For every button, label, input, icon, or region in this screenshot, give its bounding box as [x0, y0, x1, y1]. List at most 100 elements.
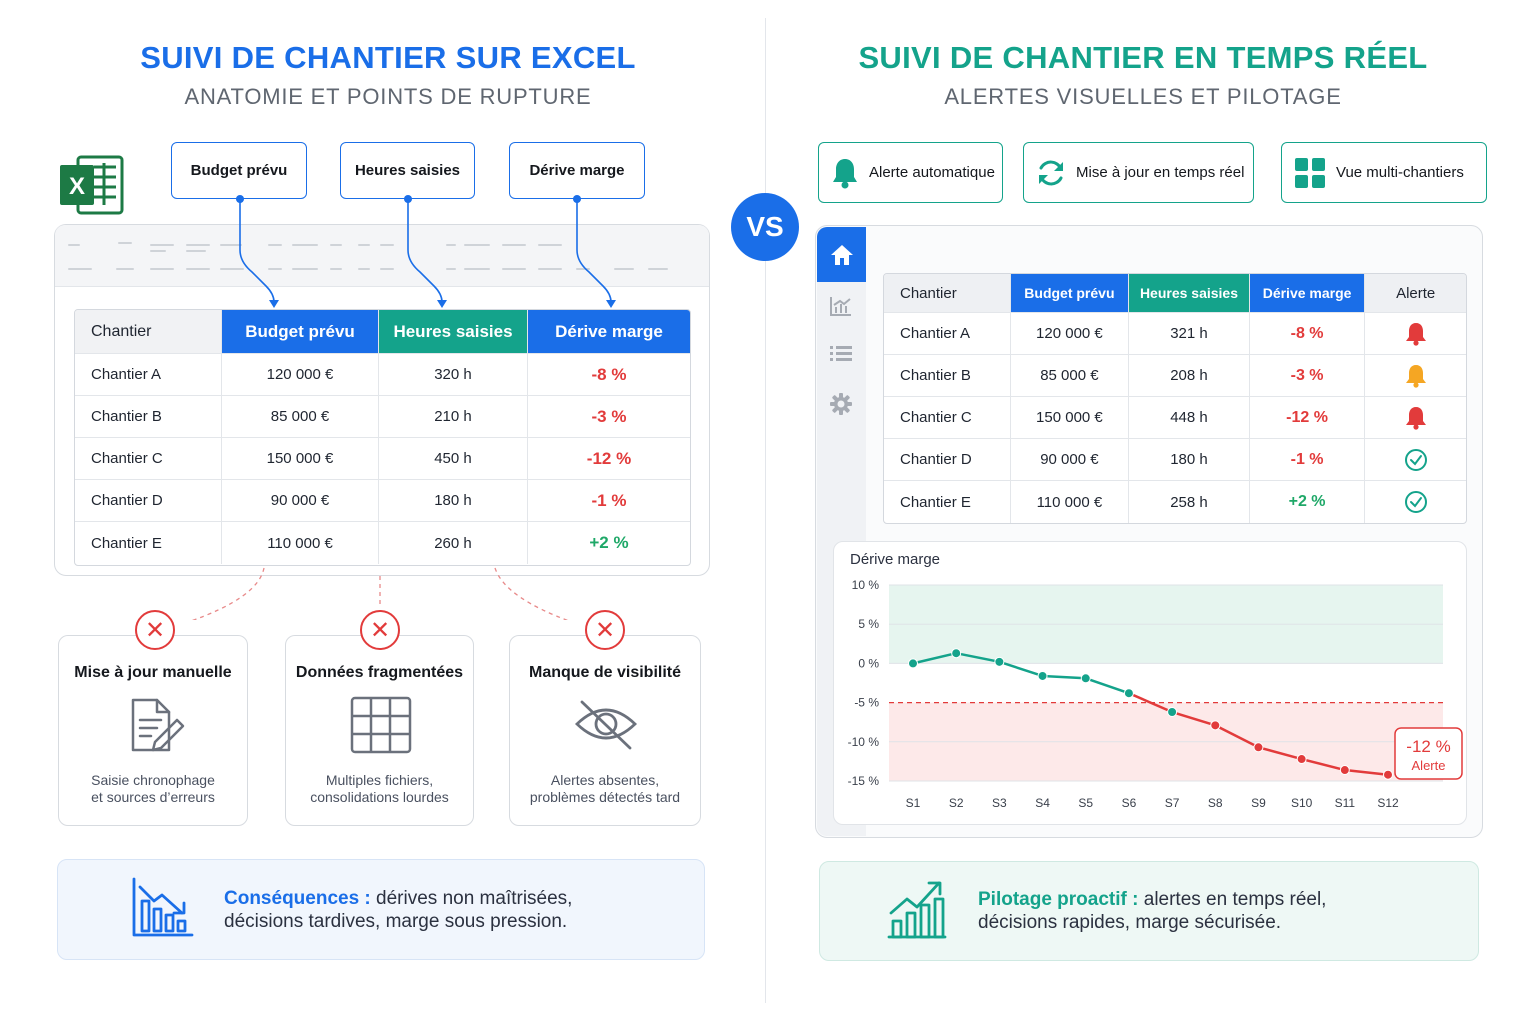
conclusion-label: Pilotage proactif :: [978, 889, 1139, 910]
feature-multisite-button[interactable]: Vue multi-chantiers: [1281, 142, 1487, 203]
problem-desc-line2: problèmes détectés tard: [529, 789, 681, 805]
x-tick-label: S6: [1122, 796, 1137, 810]
table-row: Chantier A 120 000 €320 h -8 %: [75, 354, 690, 396]
home-icon: [830, 244, 853, 265]
header-chantier: Chantier: [75, 310, 222, 353]
problem-desc-line1: Saisie chronophage: [91, 772, 215, 788]
y-tick-label: -15 %: [848, 774, 880, 788]
series-line-segment: [1171, 710, 1216, 727]
table-row: Chantier E 110 000 €260 h +2 %: [75, 522, 690, 564]
dashboard-grid-icon: [1295, 157, 1325, 188]
chart-title: Dérive marge: [850, 551, 941, 568]
cell-heures: 180 h: [379, 480, 528, 521]
y-tick-label: 5 %: [858, 617, 879, 631]
left-conclusion-box: Conséquences : dérives non maîtrisées, d…: [57, 859, 705, 960]
cell-heures: 320 h: [379, 354, 528, 395]
eye-off-icon: [574, 698, 638, 757]
cell-heures: 258 h: [1129, 481, 1250, 523]
cell-chantier: Chantier A: [884, 313, 1011, 354]
cell-derive: -8 %: [591, 364, 627, 384]
series-line-segment: [912, 651, 957, 665]
table-header-row: Chantier Budget prévu Heures saisies Dér…: [75, 310, 690, 354]
header-chantier: Chantier: [884, 274, 1011, 312]
table-row: Chantier D 90 000 €180 h -1 %: [884, 439, 1466, 481]
problem-title: Manque de visibilité: [528, 664, 682, 681]
sidebar-chart-button[interactable]: [829, 295, 853, 322]
cell-chantier: Chantier B: [75, 396, 222, 437]
series-line-segment: [1301, 757, 1346, 772]
left-title: SUIVI DE CHANTIER SUR EXCEL: [140, 40, 636, 75]
y-tick-label: 10 %: [852, 578, 880, 592]
problem-desc-line2: consolidations lourdes: [310, 789, 449, 805]
feature-alert-button[interactable]: Alerte automatique: [818, 142, 1003, 203]
header-alerte: Alerte: [1365, 274, 1466, 312]
excel-table: Chantier Budget prévu Heures saisies Dér…: [74, 309, 691, 566]
x-tick-label: S2: [949, 796, 964, 810]
table-header-row: Chantier Budget prévu Heures saisies Dér…: [884, 274, 1466, 313]
cell-budget: 110 000 €: [1011, 481, 1130, 523]
series-line-segment: [1344, 768, 1389, 776]
right-subtitle: ALERTES VISUELLES ET PILOTAGE: [944, 84, 1342, 109]
cell-heures: 448 h: [1129, 397, 1250, 438]
header-budget: Budget prévu: [222, 310, 379, 353]
excel-ribbon: [55, 225, 709, 287]
cell-heures: 260 h: [379, 522, 528, 564]
header-derive: Dérive marge: [528, 310, 690, 353]
sidebar-list-button[interactable]: [830, 345, 852, 368]
cell-derive: +2 %: [589, 533, 629, 552]
sidebar-home-button[interactable]: [817, 227, 866, 282]
alert-annotation-box: [1394, 727, 1463, 780]
alert-annotation-value: -12 %: [1406, 737, 1450, 756]
alert-bell-icon: [1365, 355, 1466, 396]
data-point: [1167, 707, 1178, 718]
conclusion-label: Conséquences :: [224, 887, 371, 909]
error-x-icon: ✕: [585, 610, 625, 650]
sidebar-settings-button[interactable]: [830, 393, 852, 420]
problem-card-fragmented: Données fragmentées Multiples fichiers, c…: [285, 635, 474, 826]
cell-budget: 150 000 €: [222, 438, 379, 479]
cell-chantier: Chantier A: [75, 354, 222, 395]
refresh-icon: [1039, 160, 1063, 185]
series-line-segment: [1128, 692, 1173, 714]
header-heures: Heures saisies: [379, 310, 528, 353]
error-x-icon: ✕: [135, 610, 175, 650]
data-point: [951, 648, 962, 659]
feature-realtime-button[interactable]: Mise à jour en temps réel: [1023, 142, 1254, 203]
problem-desc-line1: Multiples fichiers,: [325, 772, 434, 788]
cell-heures: 180 h: [1129, 439, 1250, 480]
table-row: Chantier C 150 000 €450 h -12 %: [75, 438, 690, 480]
cell-derive: -8 %: [1250, 313, 1366, 354]
problem-title: Données fragmentées: [295, 664, 464, 681]
left-conclusion-text: Conséquences : dérives non maîtrisées, d…: [224, 887, 572, 933]
excel-icon: X: [58, 153, 124, 222]
cell-budget: 85 000 €: [222, 396, 379, 437]
series-line-segment: [1085, 677, 1130, 695]
conclusion-text-line1: dérives non maîtrisées,: [370, 887, 573, 909]
header-derive: Dérive marge: [1249, 274, 1366, 312]
cell-derive: -1 %: [1250, 439, 1366, 480]
alert-annotation-label: Alerte: [1412, 758, 1446, 773]
declining-chart-icon: [130, 875, 194, 944]
data-point: [908, 658, 918, 669]
growth-chart-icon: [887, 877, 947, 946]
cell-chantier: Chantier D: [884, 439, 1011, 480]
cell-chantier: Chantier C: [75, 438, 222, 479]
y-tick-label: -5 %: [854, 696, 879, 710]
series-line-segment: [1214, 724, 1260, 749]
table-row: Chantier B 85 000 €208 h -3 %: [884, 355, 1466, 397]
error-x-icon: ✕: [360, 610, 400, 650]
cell-budget: 90 000 €: [1011, 439, 1130, 480]
data-point: [1037, 670, 1048, 681]
x-tick-label: S4: [1035, 796, 1050, 810]
cell-budget: 90 000 €: [222, 480, 379, 521]
cell-derive: +2 %: [1250, 481, 1366, 523]
x-tick-label: S7: [1165, 796, 1180, 810]
cell-derive: -12 %: [586, 448, 632, 468]
center-divider: [765, 18, 766, 1003]
data-point: [1383, 769, 1393, 780]
feature-label: Mise à jour en temps réel: [1076, 164, 1245, 181]
document-edit-icon: [127, 696, 187, 761]
series-line-segment: [1042, 674, 1086, 680]
cell-heures: 208 h: [1129, 355, 1250, 396]
x-tick-label: S12: [1377, 796, 1399, 810]
